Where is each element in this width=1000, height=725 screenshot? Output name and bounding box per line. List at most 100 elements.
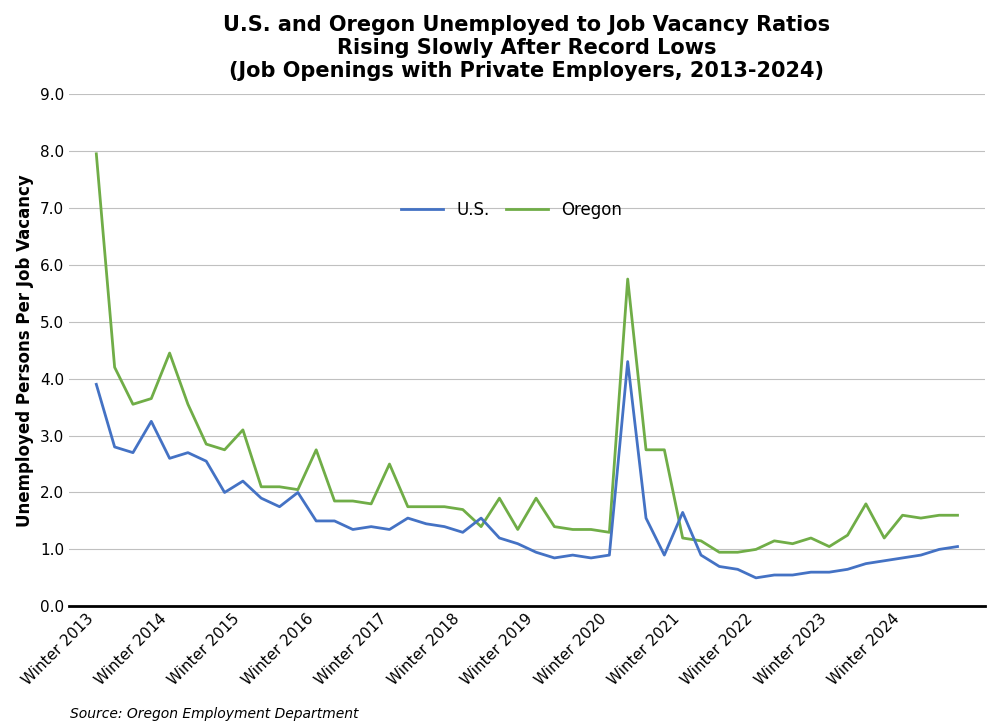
U.S. [915, 551, 927, 560]
U.S. [329, 517, 341, 526]
Oregon [640, 445, 652, 454]
Oregon [255, 482, 267, 491]
Oregon [365, 500, 377, 508]
Oregon [713, 548, 725, 557]
Oregon [109, 363, 121, 372]
U.S. [182, 448, 194, 457]
U.S. [878, 556, 890, 565]
U.S. [127, 448, 139, 457]
Oregon [512, 525, 524, 534]
Oregon [878, 534, 890, 542]
U.S. [842, 565, 854, 573]
Oregon [677, 534, 689, 542]
Oregon [219, 445, 231, 454]
Title: U.S. and Oregon Unemployed to Job Vacancy Ratios
Rising Slowly After Record Lows: U.S. and Oregon Unemployed to Job Vacanc… [223, 15, 830, 81]
Oregon [695, 536, 707, 545]
Oregon [915, 514, 927, 523]
U.S. [622, 357, 634, 366]
Oregon [603, 528, 615, 536]
Oregon [145, 394, 157, 403]
Oregon [933, 511, 945, 520]
Oregon [805, 534, 817, 542]
Oregon [768, 536, 780, 545]
U.S. [768, 571, 780, 579]
Oregon [383, 460, 395, 468]
U.S. [365, 522, 377, 531]
U.S. [292, 488, 304, 497]
Oregon [842, 531, 854, 539]
U.S. [512, 539, 524, 548]
U.S. [897, 554, 909, 563]
Text: Source: Oregon Employment Department: Source: Oregon Employment Department [70, 708, 358, 721]
Oregon [732, 548, 744, 557]
Oregon [567, 525, 579, 534]
Oregon [897, 511, 909, 520]
Oregon [127, 400, 139, 409]
Oregon [329, 497, 341, 505]
Oregon [750, 545, 762, 554]
U.S. [347, 525, 359, 534]
U.S. [860, 559, 872, 568]
Oregon [200, 440, 212, 449]
U.S. [567, 551, 579, 560]
U.S. [933, 545, 945, 554]
U.S. [274, 502, 286, 511]
U.S. [787, 571, 799, 579]
U.S. [310, 517, 322, 526]
Oregon [182, 400, 194, 409]
Oregon [585, 525, 597, 534]
Oregon [90, 149, 102, 158]
U.S. [475, 514, 487, 523]
U.S. [732, 565, 744, 573]
U.S. [548, 554, 560, 563]
Oregon [274, 482, 286, 491]
U.S. [695, 551, 707, 560]
Line: U.S.: U.S. [96, 362, 958, 578]
U.S. [677, 508, 689, 517]
Oregon [420, 502, 432, 511]
U.S. [420, 519, 432, 528]
U.S. [402, 514, 414, 523]
Oregon [310, 445, 322, 454]
Oregon [292, 485, 304, 494]
Oregon [475, 522, 487, 531]
Oregon [237, 426, 249, 434]
Oregon [860, 500, 872, 508]
U.S. [438, 522, 450, 531]
U.S. [658, 551, 670, 560]
Legend: U.S., Oregon: U.S., Oregon [394, 194, 629, 226]
U.S. [164, 454, 176, 463]
Oregon [622, 275, 634, 283]
U.S. [145, 417, 157, 426]
U.S. [237, 477, 249, 486]
Oregon [438, 502, 450, 511]
Oregon [952, 511, 964, 520]
Oregon [658, 445, 670, 454]
Line: Oregon: Oregon [96, 154, 958, 552]
Oregon [347, 497, 359, 505]
U.S. [750, 573, 762, 582]
U.S. [530, 548, 542, 557]
U.S. [823, 568, 835, 576]
U.S. [640, 514, 652, 523]
U.S. [255, 494, 267, 502]
U.S. [200, 457, 212, 465]
U.S. [457, 528, 469, 536]
Oregon [402, 502, 414, 511]
U.S. [109, 442, 121, 451]
U.S. [90, 380, 102, 389]
Oregon [457, 505, 469, 514]
Oregon [164, 349, 176, 357]
U.S. [952, 542, 964, 551]
Oregon [493, 494, 505, 502]
U.S. [603, 551, 615, 560]
Y-axis label: Unemployed Persons Per Job Vacancy: Unemployed Persons Per Job Vacancy [16, 174, 34, 526]
Oregon [548, 522, 560, 531]
U.S. [219, 488, 231, 497]
U.S. [585, 554, 597, 563]
Oregon [787, 539, 799, 548]
U.S. [713, 562, 725, 571]
U.S. [805, 568, 817, 576]
Oregon [530, 494, 542, 502]
Oregon [823, 542, 835, 551]
